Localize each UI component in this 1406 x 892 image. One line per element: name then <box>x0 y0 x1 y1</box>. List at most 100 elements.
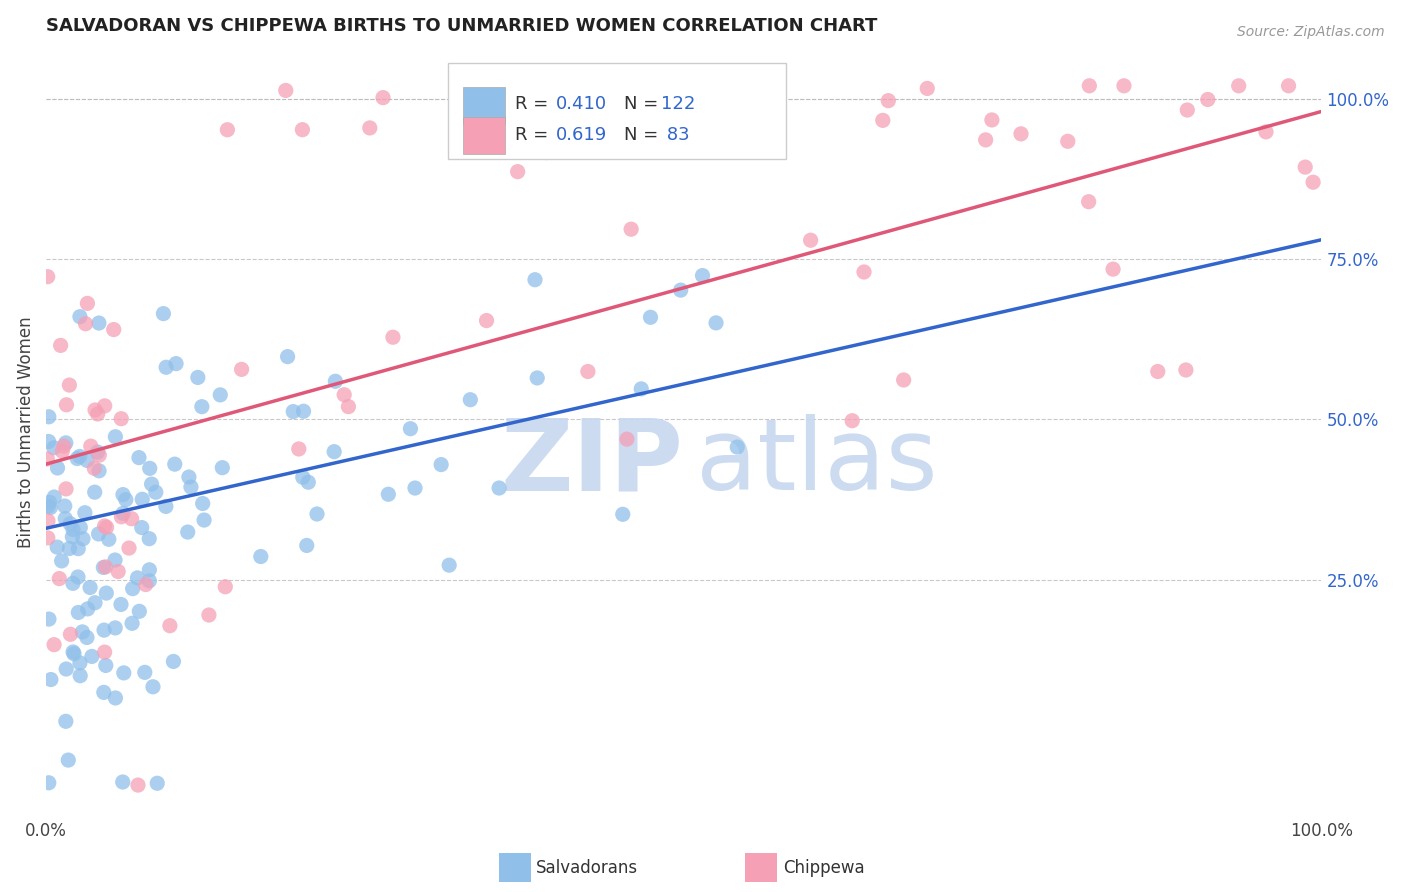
Point <box>63 647 86 661</box>
Text: 0.410: 0.410 <box>555 95 607 113</box>
Point <box>93 399 115 413</box>
Point <box>612 508 634 522</box>
Point <box>80 439 103 453</box>
Point <box>974 133 997 147</box>
Point <box>37 269 59 284</box>
Point <box>58 541 80 556</box>
Point <box>1112 78 1135 93</box>
Point <box>128 450 150 465</box>
Point <box>713 112 735 126</box>
Point <box>59 516 82 531</box>
Point <box>89 448 111 462</box>
Point <box>55 714 77 729</box>
Point <box>162 655 184 669</box>
Point <box>86 445 108 459</box>
FancyBboxPatch shape <box>463 87 505 124</box>
Point <box>55 398 77 412</box>
Point <box>138 461 160 475</box>
Point <box>38 434 60 449</box>
Point <box>51 554 73 568</box>
Point <box>692 268 714 283</box>
Point <box>37 452 59 467</box>
FancyBboxPatch shape <box>499 853 530 882</box>
Point <box>87 527 110 541</box>
Point <box>55 662 77 676</box>
Point <box>127 571 149 585</box>
Point <box>297 475 319 490</box>
Point <box>138 574 160 588</box>
Point <box>430 458 453 472</box>
Point <box>111 775 134 789</box>
Point <box>121 616 143 631</box>
Point <box>93 623 115 637</box>
Point <box>121 582 143 596</box>
Point <box>87 464 110 478</box>
Point <box>214 580 236 594</box>
Point <box>155 360 177 375</box>
Point <box>853 265 876 279</box>
Text: R =: R = <box>515 95 554 113</box>
Point <box>76 602 98 616</box>
Text: atlas: atlas <box>696 415 938 511</box>
Point <box>488 481 510 495</box>
Point <box>51 444 73 458</box>
Point <box>87 316 110 330</box>
Point <box>536 145 558 160</box>
Point <box>146 776 169 790</box>
Point <box>292 404 315 418</box>
Point <box>1294 160 1316 174</box>
Point <box>60 530 83 544</box>
Point <box>94 658 117 673</box>
Point <box>399 422 422 436</box>
Point <box>118 541 141 555</box>
Point <box>48 572 70 586</box>
Point <box>84 403 107 417</box>
Point <box>217 122 239 136</box>
Point <box>96 520 118 534</box>
Point <box>145 485 167 500</box>
Point <box>52 439 75 453</box>
Point <box>93 560 115 574</box>
Text: 0.619: 0.619 <box>555 126 607 145</box>
Point <box>283 404 305 418</box>
Point <box>112 506 135 520</box>
Point <box>72 624 94 639</box>
Point <box>37 531 59 545</box>
Point <box>83 461 105 475</box>
Point <box>53 499 76 513</box>
Point <box>191 400 214 414</box>
Point <box>506 164 529 178</box>
Point <box>177 470 200 484</box>
Text: Chippewa: Chippewa <box>783 859 865 877</box>
Point <box>274 83 297 97</box>
Point <box>630 382 652 396</box>
Point <box>66 451 89 466</box>
Text: 83: 83 <box>661 126 689 145</box>
Point <box>76 453 98 467</box>
Point <box>475 313 498 327</box>
Point <box>84 596 107 610</box>
Text: Source: ZipAtlas.com: Source: ZipAtlas.com <box>1237 25 1385 39</box>
Point <box>187 370 209 384</box>
Point <box>38 409 60 424</box>
Point <box>872 113 894 128</box>
Point <box>121 512 143 526</box>
Point <box>103 322 125 336</box>
Point <box>76 631 98 645</box>
Point <box>104 553 127 567</box>
Point <box>69 669 91 683</box>
Point <box>291 470 314 484</box>
Point <box>305 507 328 521</box>
Point <box>630 127 652 141</box>
Point <box>640 310 662 325</box>
Point <box>73 506 96 520</box>
Point <box>39 500 62 515</box>
Point <box>1302 175 1324 189</box>
Point <box>110 509 132 524</box>
Point <box>72 532 94 546</box>
Point <box>93 685 115 699</box>
Point <box>725 440 748 454</box>
Point <box>1102 262 1125 277</box>
Point <box>377 487 399 501</box>
Point <box>323 444 346 458</box>
